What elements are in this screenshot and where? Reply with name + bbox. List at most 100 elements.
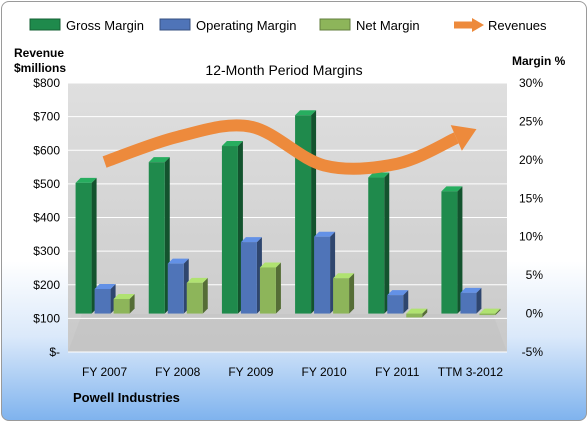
- bar-side: [476, 287, 482, 314]
- left-axis-label-line2: $millions: [14, 61, 66, 75]
- category-labels: FY 2007 FY 2008 FY 2009 FY 2010 FY 2011 TTM 3…: [82, 365, 503, 379]
- bar-net-margin: [333, 273, 355, 314]
- bar-net-margin: [259, 262, 281, 314]
- bar-front: [479, 313, 496, 316]
- legend-label: Operating Margin: [196, 18, 296, 33]
- bar-top: [259, 262, 281, 268]
- legend-arrow-revenues: [472, 18, 484, 32]
- right-axis-label: Margin %: [512, 54, 566, 68]
- bar-front: [240, 242, 257, 314]
- bar-top: [148, 157, 170, 163]
- bar-top: [406, 308, 428, 314]
- bar-operating-margin: [167, 258, 189, 314]
- bar-front: [368, 177, 385, 314]
- category-label: FY 2007: [82, 365, 127, 379]
- legend: Gross Margin Operating Margin Net Margin Re…: [29, 18, 547, 33]
- bar-net-margin: [479, 308, 501, 316]
- bar-gross-margin: [75, 177, 97, 314]
- bar-operating-margin: [94, 283, 116, 314]
- bar-side: [422, 308, 428, 318]
- bar-net-margin: [406, 308, 428, 318]
- bar-net-margin: [186, 277, 208, 314]
- bar-operating-margin: [240, 237, 262, 314]
- bar-front: [314, 236, 331, 314]
- plot-floor: [68, 314, 507, 352]
- right-tick-label: 5%: [526, 268, 544, 282]
- bar-front: [441, 191, 458, 314]
- bar-top: [113, 293, 135, 299]
- bar-top: [295, 110, 317, 116]
- bar-front: [333, 278, 350, 314]
- bar-front: [148, 162, 165, 314]
- right-tick-label: 30%: [519, 76, 543, 90]
- legend-label: Gross Margin: [66, 18, 144, 33]
- bar-front: [406, 313, 423, 318]
- legend-swatch-gross-margin: [29, 18, 61, 31]
- bar-side: [349, 273, 355, 314]
- chart-title: 12-Month Period Margins: [205, 62, 362, 78]
- left-tick-label: $500: [33, 177, 60, 191]
- left-tick-label: $100: [33, 311, 60, 325]
- bar-gross-margin: [295, 110, 317, 314]
- bar-side: [202, 277, 208, 314]
- right-tick-label: -5%: [522, 345, 544, 359]
- bar-gross-margin: [368, 172, 390, 314]
- bar-front: [221, 146, 238, 314]
- category-label: FY 2010: [302, 365, 347, 379]
- bar-top: [167, 258, 189, 264]
- bar-net-margin: [113, 293, 135, 314]
- category-label: FY 2011: [375, 365, 420, 379]
- left-tick-label: $200: [33, 278, 60, 292]
- bar-front: [186, 282, 203, 314]
- bar-front: [387, 295, 404, 314]
- right-axis-ticks: -5% 0% 5% 10% 15% 20% 25% 30%: [519, 76, 543, 359]
- bar-operating-margin: [460, 287, 482, 314]
- bar-side: [403, 290, 409, 314]
- legend-swatch-operating-margin: [159, 18, 191, 31]
- bar-top: [441, 186, 463, 192]
- legend-swatch-net-margin: [319, 18, 351, 31]
- bar-front: [167, 263, 184, 314]
- left-tick-label: $800: [33, 76, 60, 90]
- bar-gross-margin: [148, 157, 170, 314]
- bar-gross-margin: [221, 141, 243, 314]
- bar-operating-margin: [387, 290, 409, 314]
- category-label: FY 2008: [155, 365, 200, 379]
- bar-top: [75, 177, 97, 183]
- bar-front: [460, 292, 477, 314]
- bar-top: [186, 277, 208, 283]
- left-tick-label: $600: [33, 143, 60, 157]
- bar-operating-margin: [314, 231, 336, 314]
- bar-front: [75, 182, 92, 314]
- left-axis-label-line1: Revenue: [14, 46, 64, 60]
- bar-side: [384, 172, 390, 314]
- revenue-arrowhead: [450, 125, 477, 151]
- bar-side: [275, 262, 281, 314]
- bar-top: [240, 237, 262, 243]
- bar-gross-margin: [441, 186, 463, 314]
- bar-top: [333, 273, 355, 279]
- legend-label: Revenues: [488, 18, 547, 33]
- right-tick-label: 20%: [519, 153, 543, 167]
- category-label: FY 2009: [228, 365, 273, 379]
- left-tick-label: $-: [49, 345, 60, 359]
- bar-front: [259, 267, 276, 314]
- left-axis-ticks: $- $100 $200 $300 $400 $500 $600 $700 $800: [33, 76, 60, 359]
- bar-side: [457, 186, 463, 314]
- footer-company: Powell Industries: [73, 390, 180, 405]
- left-tick-label: $300: [33, 244, 60, 258]
- left-tick-label: $700: [33, 110, 60, 124]
- revenue-line-path: [102, 119, 459, 175]
- bar-front: [94, 288, 111, 314]
- bar-top: [479, 308, 501, 314]
- bar-side: [129, 293, 135, 314]
- right-tick-label: 10%: [519, 230, 543, 244]
- category-label: TTM 3-2012: [438, 365, 504, 379]
- left-tick-label: $400: [33, 211, 60, 225]
- bar-side: [91, 177, 97, 314]
- bar-top: [94, 283, 116, 289]
- bar-front: [113, 298, 130, 314]
- bar-side: [495, 308, 501, 316]
- bar-top: [221, 141, 243, 147]
